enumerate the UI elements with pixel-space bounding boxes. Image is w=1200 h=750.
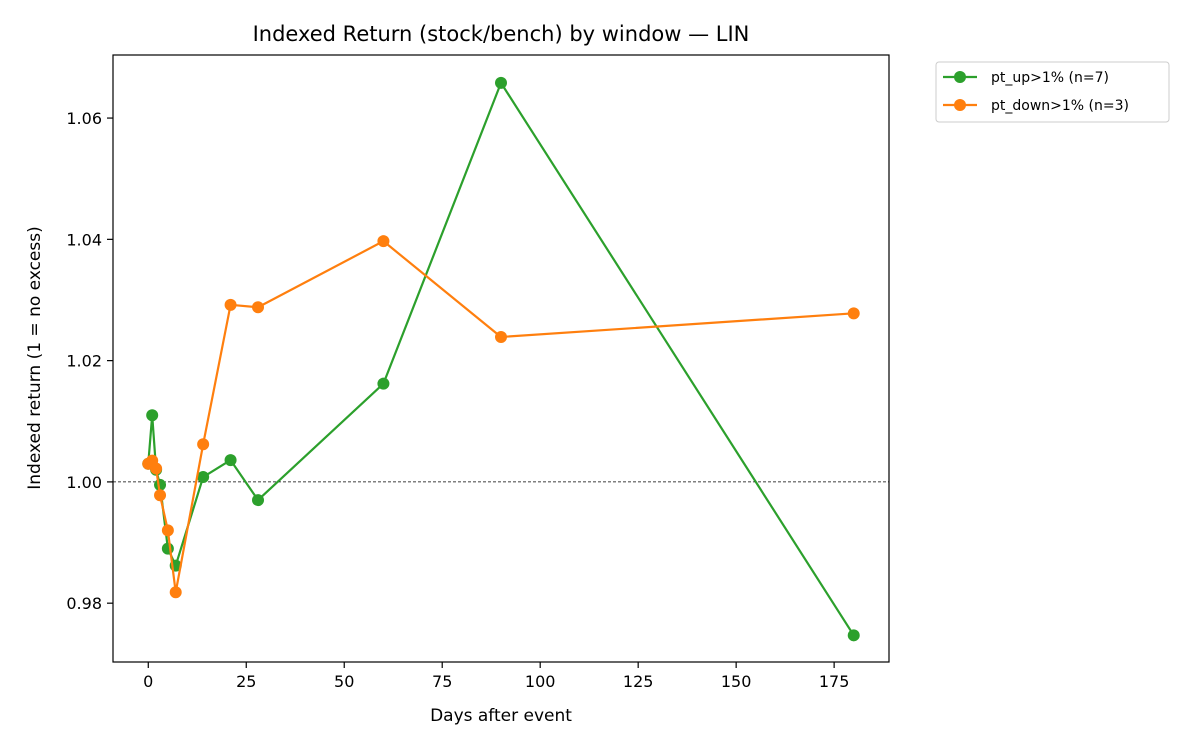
y-axis-title: Indexed return (1 = no excess) xyxy=(25,226,45,489)
x-tick-label: 50 xyxy=(334,672,354,691)
data-point xyxy=(224,454,237,467)
data-point xyxy=(146,409,159,422)
y-tick-label: 1.02 xyxy=(66,352,102,371)
y-tick-label: 1.06 xyxy=(66,109,102,128)
data-point xyxy=(224,298,237,311)
x-axis-title: Days after event xyxy=(430,706,572,726)
x-tick-label: 75 xyxy=(432,672,452,691)
legend-marker-1 xyxy=(954,71,966,83)
data-point xyxy=(169,586,182,599)
data-point xyxy=(161,524,174,537)
y-tick-label: 1.00 xyxy=(66,473,102,492)
data-point xyxy=(150,462,163,475)
x-axis: 0 25 50 75 100 125 150 175 xyxy=(143,662,849,691)
data-point xyxy=(495,330,507,343)
x-tick-label: 25 xyxy=(236,672,256,691)
data-point xyxy=(197,471,210,484)
legend-marker-2 xyxy=(954,99,966,111)
x-tick-label: 125 xyxy=(623,672,654,691)
legend: pt_up>1% (n=7) pt_down>1% (n=3) xyxy=(935,61,1170,123)
plot-area-frame xyxy=(112,54,890,663)
data-point xyxy=(377,377,390,390)
data-point xyxy=(495,76,507,89)
data-point xyxy=(197,438,210,451)
data-point xyxy=(847,629,860,642)
data-point xyxy=(252,301,265,314)
series-group xyxy=(142,76,860,642)
y-tick-label: 0.98 xyxy=(66,594,102,613)
legend-label-2: pt_down>1% (n=3) xyxy=(991,98,1129,114)
x-tick-label: 150 xyxy=(721,672,752,691)
data-point xyxy=(154,489,167,502)
data-point xyxy=(252,494,265,507)
legend-box xyxy=(935,61,1170,123)
data-point xyxy=(161,542,174,555)
x-tick-label: 0 xyxy=(143,672,153,691)
data-point xyxy=(847,307,860,320)
y-axis: 0.98 1.00 1.02 1.04 1.06 xyxy=(66,109,113,613)
chart-title: Indexed Return (stock/bench) by window —… xyxy=(253,22,750,46)
legend-label-1: pt_up>1% (n=7) xyxy=(991,70,1109,86)
y-tick-label: 1.04 xyxy=(66,230,102,249)
x-tick-label: 175 xyxy=(819,672,850,691)
data-point xyxy=(377,235,390,248)
x-tick-label: 100 xyxy=(525,672,556,691)
